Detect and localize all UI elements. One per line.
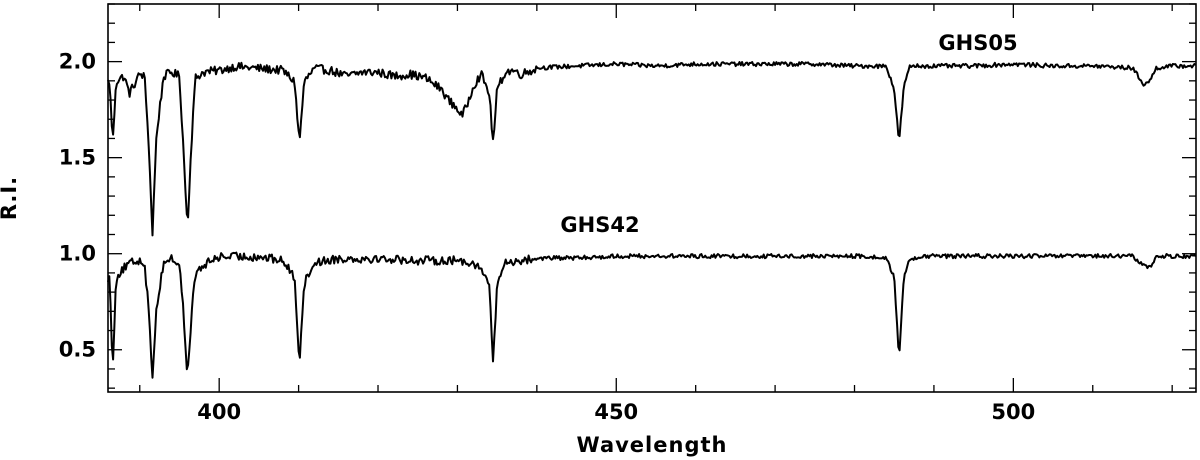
y-axis-label: R.I.: [0, 176, 21, 220]
series-label-ghs05: GHS05: [938, 31, 1017, 55]
series-line-ghs42: [107, 251, 1197, 379]
x-tick-label: 500: [991, 400, 1035, 424]
x-tick-label: 400: [197, 400, 241, 424]
series-line-ghs05: [107, 61, 1197, 237]
tick-labels: 400 450 500 0.5 1.0 1.5 2.0: [59, 50, 1035, 424]
x-tick-label: 450: [594, 400, 638, 424]
series-label-ghs42: GHS42: [560, 213, 639, 237]
y-tick-label: 1.5: [59, 146, 96, 170]
plot-frame: [107, 3, 1197, 393]
x-axis-label: Wavelength: [577, 433, 728, 457]
y-tick-label: 0.5: [59, 338, 96, 362]
series-layer: GHS05 GHS42: [107, 31, 1197, 379]
y-tick-label: 1.0: [59, 242, 96, 266]
y-tick-label: 2.0: [59, 50, 96, 74]
